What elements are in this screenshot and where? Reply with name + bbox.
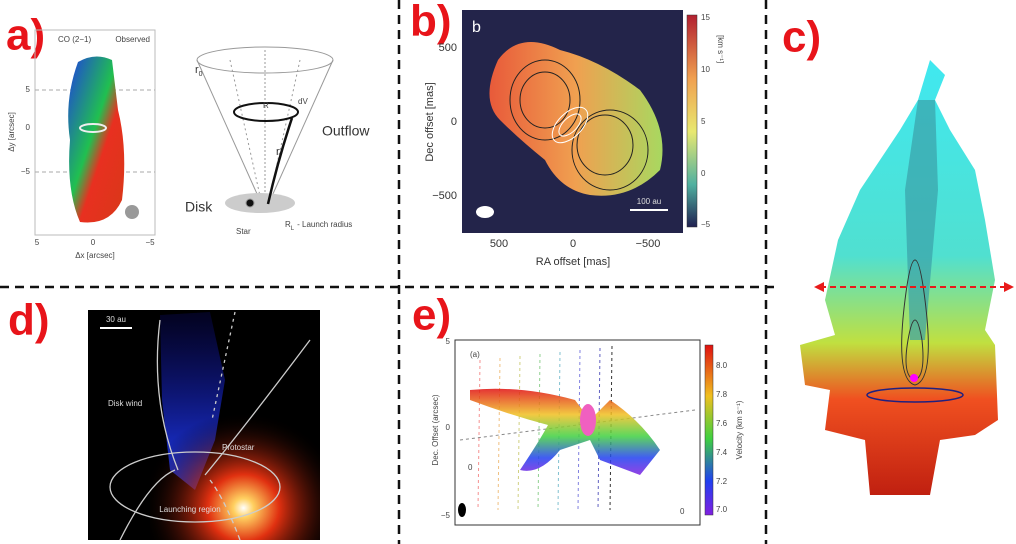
marker: 0 [680, 507, 685, 516]
y-title: Δy [arcsec] [7, 112, 16, 152]
cbar-tick: 0 [701, 169, 706, 178]
tick: 0 [26, 123, 31, 132]
star: Star [236, 227, 251, 236]
tick: −5 [441, 511, 451, 520]
panel-label: e) [412, 291, 451, 340]
tick: −5 [21, 167, 31, 176]
text: L [291, 226, 295, 232]
y-title: Dec. Offset (arcsec) [431, 394, 440, 465]
tick: 0 [91, 238, 96, 247]
colorbar [686, 14, 698, 228]
cbar-tick: 7.4 [716, 448, 728, 457]
outflow-diagram [196, 46, 334, 213]
dV: dV [298, 97, 308, 106]
panel-label: a) [6, 11, 45, 60]
outflow: Outflow [322, 123, 370, 139]
tick: 5 [26, 85, 31, 94]
cbar-tick: 10 [701, 65, 710, 74]
cbar-tick: −5 [701, 220, 711, 229]
cbar-tick: 8.0 [716, 361, 728, 370]
cbar-tick: 7.8 [716, 390, 728, 399]
disk: Disk [185, 199, 213, 215]
text: - Launch radius [297, 220, 352, 229]
x-title: Δx [arcsec] [75, 251, 115, 260]
text: R [285, 220, 291, 229]
frame [34, 29, 156, 236]
colorbar [704, 344, 714, 516]
tick: 5 [446, 337, 451, 346]
marker: 0 [468, 463, 473, 472]
intensity-map [68, 56, 125, 223]
cbar-tick: 5 [701, 117, 706, 126]
region-label: Launching region [159, 505, 220, 514]
text: r [195, 64, 199, 76]
panel-label: d) [8, 296, 50, 345]
contours [866, 259, 964, 403]
y-title: Dec offset [mas] [424, 82, 436, 161]
wind-label: Disk wind [108, 399, 142, 408]
tick: −500 [432, 190, 457, 202]
tick: −500 [636, 238, 661, 250]
r0: r0 [195, 64, 203, 78]
scale: 30 au [106, 315, 126, 324]
tick: 0 [451, 116, 457, 128]
line-label: CO (2−1) [58, 35, 91, 44]
inset-letter: b [472, 19, 481, 36]
jet-map [800, 60, 998, 495]
white-contours [551, 106, 589, 144]
cbar-tick: 7.2 [716, 477, 728, 486]
tick: 5 [35, 238, 40, 247]
contours [509, 59, 649, 191]
y-ticks: 5 0 −5 5 0 −5 [21, 85, 155, 247]
x-title: RA offset [mas] [536, 256, 610, 268]
launch: RL - Launch radius [285, 220, 352, 231]
scale: 100 au [637, 197, 661, 206]
cbar-title: [km s⁻¹] [716, 35, 725, 63]
R: R [263, 101, 269, 110]
tick: 500 [490, 238, 508, 250]
cbar-tick: 7.0 [716, 505, 728, 514]
panel-label: c) [782, 13, 821, 62]
mode-label: Observed [115, 35, 150, 44]
tick: 0 [446, 423, 451, 432]
velocity-map [470, 388, 660, 475]
tick: 500 [439, 42, 457, 54]
streamlines [109, 311, 311, 541]
tick: 0 [570, 238, 576, 250]
cbar-title: Velocity (km s⁻¹) [735, 400, 744, 459]
panel-label: b) [410, 0, 452, 46]
inset: (a) [470, 350, 480, 359]
dividers [0, 0, 780, 544]
tick: −5 [145, 238, 155, 247]
text: 0 [199, 71, 203, 78]
protostar-label: Protostar [222, 443, 255, 452]
cbar-tick: 7.6 [716, 419, 728, 428]
cbar-tick: 15 [701, 13, 710, 22]
r: r [276, 146, 280, 158]
